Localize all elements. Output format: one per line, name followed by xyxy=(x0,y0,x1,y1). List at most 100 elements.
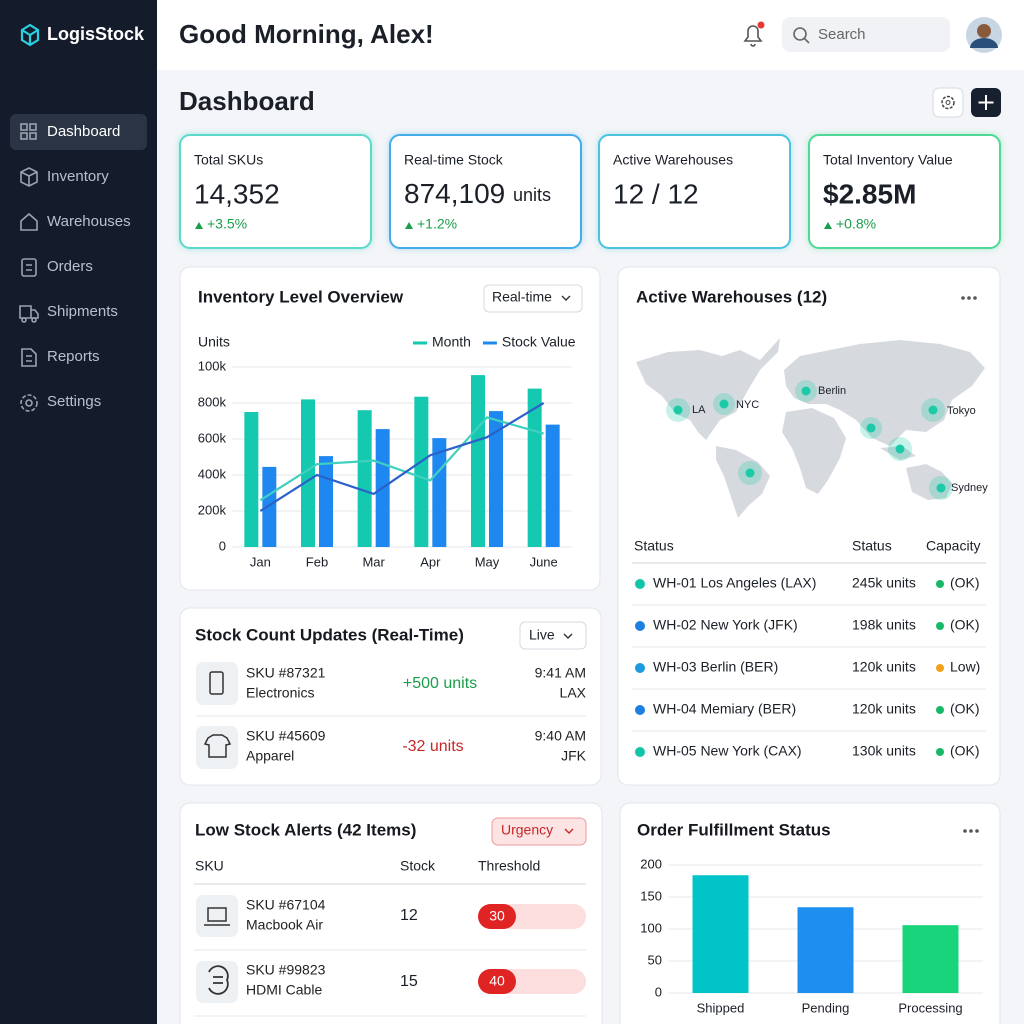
item-name: HDMI Cable xyxy=(246,982,322,998)
sku: SKU #99823 xyxy=(246,962,326,978)
threshold: 30 xyxy=(489,908,505,924)
search-box[interactable] xyxy=(782,17,950,52)
page-title: Dashboard xyxy=(179,86,315,116)
gear-icon xyxy=(941,95,955,110)
kpi-cards: Total SKUs 14,352 +3.5% Real-time Stock … xyxy=(179,134,1001,249)
status: (OK) xyxy=(950,743,980,759)
threshold: 40 xyxy=(489,973,505,989)
status-dot xyxy=(936,622,944,630)
table-header: Threshold xyxy=(478,858,540,874)
bar xyxy=(301,399,315,547)
y-tick-label: 200k xyxy=(198,502,227,517)
warehouse-name: WH-01 Los Angeles (LAX) xyxy=(653,575,816,591)
card-title: Inventory Level Overview xyxy=(198,287,404,306)
up-arrow xyxy=(824,222,832,229)
dropdown[interactable] xyxy=(483,284,583,313)
map-label: NYC xyxy=(736,399,759,411)
legend-label: Month xyxy=(432,334,471,350)
notifications[interactable] xyxy=(743,25,763,47)
chevron xyxy=(561,295,571,301)
nav-active-bg xyxy=(10,114,147,150)
capacity: 120k units xyxy=(852,659,916,675)
greeting: Good Morning, Alex! xyxy=(179,19,434,49)
row-dot xyxy=(635,747,645,757)
bar xyxy=(527,388,542,547)
kpi-unit: units xyxy=(513,185,551,205)
y-tick-label: 100 xyxy=(640,920,662,935)
bar xyxy=(902,925,959,993)
warehouse-table: WH-01 Los Angeles (LAX) 245k units (OK) WH-… xyxy=(632,575,986,759)
bar xyxy=(797,907,854,993)
dropdown-label: Real-time xyxy=(492,289,552,305)
x-tick-label: Shipped xyxy=(697,1000,745,1015)
status-dot xyxy=(936,706,944,714)
nav-item[interactable]: Shipments xyxy=(47,303,118,320)
nav-item[interactable]: Dashboard xyxy=(47,123,120,140)
nav-icons xyxy=(19,123,39,412)
status-dot xyxy=(936,748,944,756)
sku: SKU #67104 xyxy=(246,897,326,913)
card xyxy=(179,802,603,1024)
y-tick-label: 100k xyxy=(198,358,227,373)
avatar-body xyxy=(970,38,998,48)
more-menu[interactable] xyxy=(961,296,977,300)
threshold-badge xyxy=(478,904,516,929)
y-tick-label: 800k xyxy=(198,394,227,409)
more-menu[interactable] xyxy=(963,829,979,833)
map-label: Tokyo xyxy=(947,405,976,417)
bar xyxy=(414,396,429,547)
kpi-change: +0.8% xyxy=(836,216,876,232)
dropdown-label: Live xyxy=(529,627,555,643)
notification-dot xyxy=(757,21,765,29)
sku: SKU #45609 xyxy=(246,728,326,744)
warehouse-name: WH-03 Berlin (BER) xyxy=(653,659,778,675)
nav-item[interactable]: Reports xyxy=(47,348,100,365)
y-tick-label: 200 xyxy=(640,856,662,871)
y-tick-label: 600k xyxy=(198,430,227,445)
card xyxy=(179,607,602,786)
map-label: Sydney xyxy=(951,482,988,494)
dropdown-label: Urgency xyxy=(501,822,553,838)
gear-icon xyxy=(945,100,951,105)
kpi-change: +3.5% xyxy=(207,216,247,232)
threshold-badge xyxy=(478,969,516,994)
nav-item[interactable]: Inventory xyxy=(47,168,109,185)
world-map xyxy=(636,338,985,518)
kpi-card xyxy=(808,134,1001,249)
kpi-value: 874,109 units xyxy=(404,178,551,209)
inventory-chart: 0 200k 400k 600k 800k 100k Jan Feb Mar Apr May June… xyxy=(198,334,576,570)
nav-item[interactable]: Orders xyxy=(47,258,93,275)
row-dot xyxy=(635,579,645,589)
settings-button[interactable] xyxy=(932,87,964,118)
status: Low) xyxy=(950,659,980,675)
status-dot xyxy=(936,580,944,588)
nav-item[interactable]: Warehouses xyxy=(47,213,131,230)
x-tick-label: May xyxy=(475,554,500,569)
capacity: 245k units xyxy=(852,575,916,591)
item-icon-bg xyxy=(196,961,238,1003)
x-tick-label: Apr xyxy=(420,554,441,569)
logo xyxy=(20,23,40,47)
bar xyxy=(357,410,372,547)
kpi-card xyxy=(179,134,372,249)
capacity: 198k units xyxy=(852,617,916,633)
location: LAX xyxy=(560,685,587,701)
y-tick-label: 400k xyxy=(198,466,227,481)
card-title: Active Warehouses (12) xyxy=(636,287,827,306)
status-dot xyxy=(936,664,944,672)
shirt-icon xyxy=(203,734,232,758)
x-tick-label: Jan xyxy=(250,554,271,569)
row-dot xyxy=(635,621,645,631)
dropdown[interactable] xyxy=(491,817,587,846)
card-title: Order Fulfillment Status xyxy=(637,820,831,839)
plus-icon xyxy=(978,95,994,110)
dropdown[interactable] xyxy=(519,621,587,650)
phone-icon xyxy=(209,671,224,695)
warehouse-name: WH-02 New York (JFK) xyxy=(653,617,798,633)
nav-item[interactable]: Settings xyxy=(47,393,101,410)
status: (OK) xyxy=(950,575,980,591)
kpi-label: Active Warehouses xyxy=(613,152,733,168)
stock: 15 xyxy=(400,973,418,990)
table-header: Status xyxy=(634,538,674,554)
